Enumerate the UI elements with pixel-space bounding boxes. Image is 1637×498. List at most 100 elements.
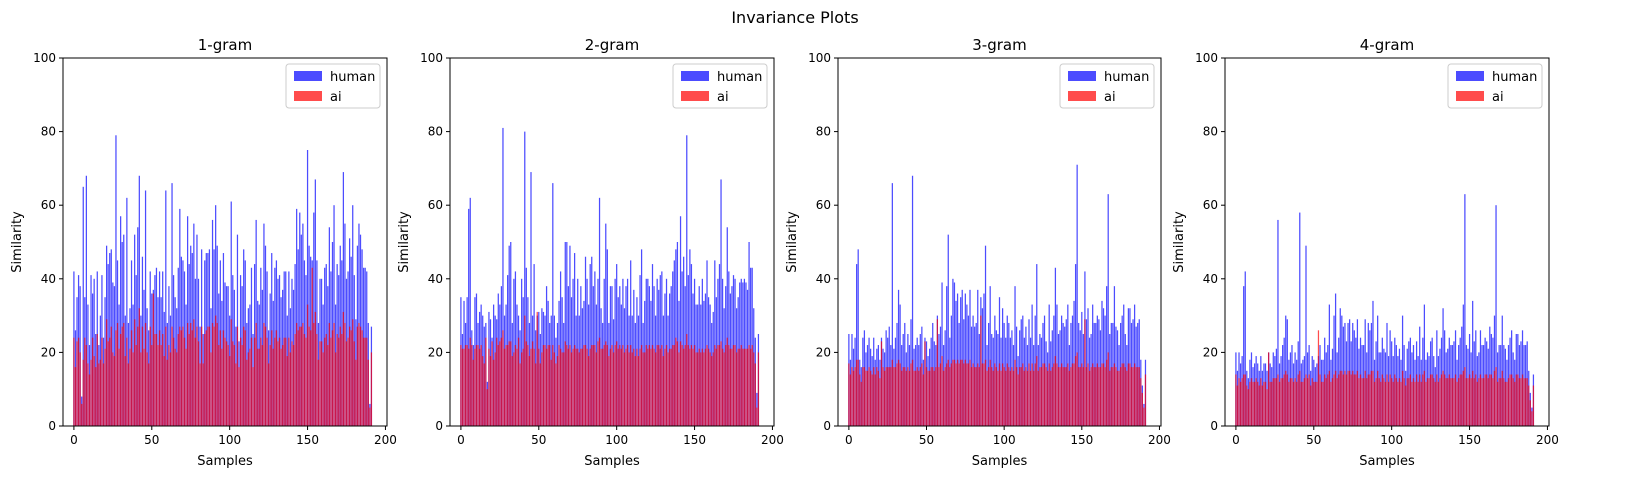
x-axis-label: Samples — [1359, 454, 1415, 469]
ai-bar — [1065, 367, 1067, 426]
ai-bar — [483, 363, 485, 426]
human-bar — [977, 289, 979, 426]
ai-bar — [1045, 367, 1047, 426]
ai-bar — [1392, 381, 1394, 426]
human-bar — [1495, 205, 1497, 426]
x-tick-label: 150 — [1458, 433, 1481, 447]
ai-bar — [1468, 374, 1471, 426]
ai-bar — [882, 367, 884, 426]
ai-bar — [1025, 367, 1027, 426]
ai-bar — [239, 337, 242, 426]
ai-bar — [1096, 363, 1098, 426]
ai-bar — [87, 363, 89, 426]
ai-bar — [1241, 378, 1243, 426]
ai-bar — [1423, 370, 1426, 426]
legend: human ai — [672, 63, 768, 109]
human-bar — [640, 249, 643, 426]
ai-bar — [1322, 381, 1324, 426]
human-bar — [1462, 304, 1464, 426]
ai-bar — [230, 319, 232, 426]
ai-bar — [616, 341, 618, 426]
ai-bar — [573, 345, 576, 426]
ai-bar — [1003, 367, 1005, 426]
ai-bar — [1047, 370, 1049, 426]
x-tick-label: 50 — [919, 433, 934, 447]
ai-bar — [288, 337, 290, 426]
ai-bar — [120, 334, 122, 426]
ai-bar — [1532, 385, 1535, 426]
ai-bar — [1521, 374, 1524, 426]
ai-bar — [1429, 374, 1432, 426]
ai-bar — [1305, 374, 1307, 426]
ai-bar — [514, 345, 517, 426]
x-tick-label: 150 — [1070, 433, 1093, 447]
ai-bar — [969, 359, 971, 426]
ai-bar — [491, 341, 493, 426]
ai-bar — [258, 348, 260, 426]
ai-bar — [229, 356, 231, 426]
ai-bar — [519, 363, 521, 426]
legend-label-human: human — [717, 70, 762, 85]
ai-bar — [746, 348, 749, 426]
ai-bar — [494, 352, 496, 426]
ai-bar — [1434, 381, 1436, 426]
ai-bar — [527, 345, 529, 426]
ai-bar — [338, 337, 340, 426]
ai-bar — [732, 345, 735, 426]
ai-bar — [1453, 378, 1455, 426]
ai-bar — [577, 348, 579, 426]
ai-bar — [552, 345, 554, 426]
ai-bar — [715, 348, 717, 426]
human-bar — [569, 245, 571, 426]
ai-bar — [528, 356, 531, 426]
ai-bar — [320, 341, 323, 426]
ai-bar — [497, 345, 499, 426]
ai-bar — [503, 348, 506, 426]
ai-bar — [186, 322, 189, 426]
ai-bar — [665, 345, 668, 426]
ai-bar — [353, 341, 355, 426]
ai-bar — [1037, 370, 1039, 426]
human-bar — [1113, 286, 1116, 426]
ai-bar — [205, 330, 207, 426]
ai-bar — [642, 352, 644, 426]
ai-bar — [876, 367, 878, 426]
ai-bar — [1112, 367, 1114, 426]
ai-bar — [927, 370, 929, 426]
ai-bar — [1405, 385, 1407, 426]
ai-bar — [347, 337, 349, 426]
ai-bar — [88, 374, 91, 426]
ai-bar — [729, 348, 732, 426]
ai-bar — [1143, 407, 1145, 426]
ai-bar — [1467, 378, 1469, 426]
human-bar — [891, 183, 893, 426]
ai-bar — [1531, 411, 1533, 426]
ai-bar — [673, 345, 675, 426]
ai-bar — [1400, 381, 1402, 426]
ai-bar — [1087, 363, 1089, 426]
ai-bar — [849, 374, 852, 426]
ai-bar — [1074, 356, 1077, 426]
ai-bar — [602, 348, 604, 426]
ai-bar — [468, 348, 470, 426]
ai-bar — [1141, 392, 1143, 426]
ai-bar — [1289, 378, 1292, 426]
ai-bar — [1341, 370, 1343, 426]
human-bar — [530, 172, 532, 426]
ai-bar — [300, 326, 302, 426]
ai-bar — [1484, 374, 1486, 426]
ai-bar — [611, 345, 613, 426]
ai-bar — [308, 326, 310, 426]
ai-bar — [711, 356, 713, 426]
ai-bar — [306, 304, 309, 426]
ai-bar — [1267, 352, 1270, 426]
human-bar — [598, 197, 601, 426]
ai-bar — [269, 345, 271, 426]
ai-bar — [511, 356, 513, 426]
ai-bar — [1389, 374, 1391, 426]
human-bar — [299, 212, 301, 426]
ai-bar — [263, 322, 265, 426]
ai-bar — [1135, 367, 1137, 426]
ai-bar — [938, 367, 940, 426]
